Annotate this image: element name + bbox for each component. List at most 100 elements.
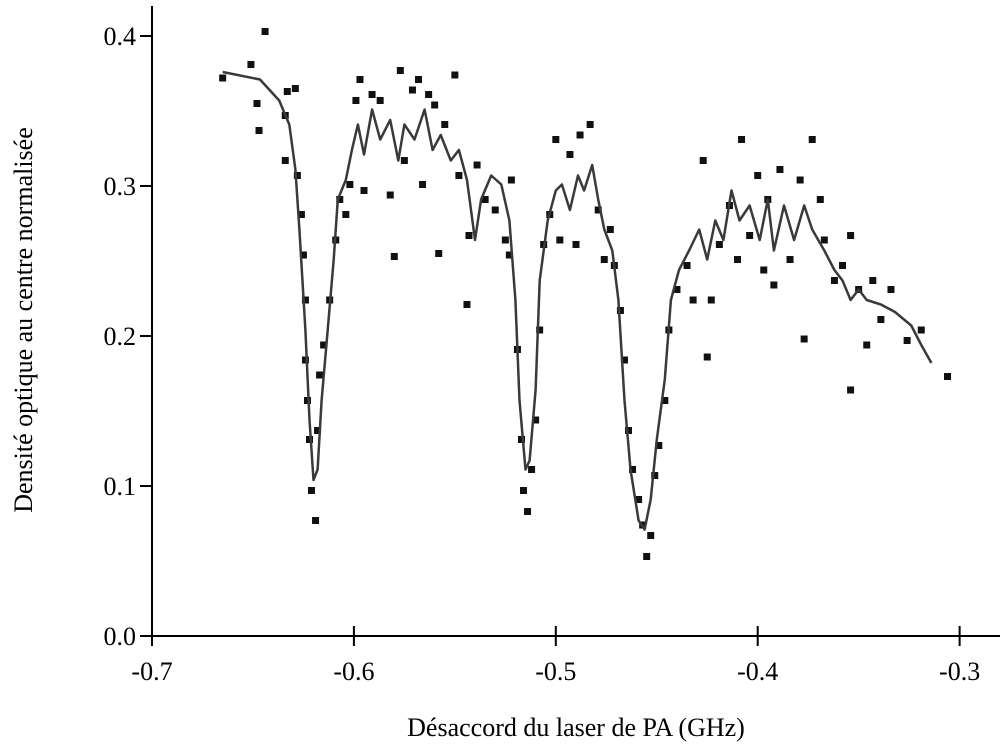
- fit-line: [222, 70, 933, 531]
- x-axis-title: Désaccord du laser de PA (GHz): [407, 713, 745, 742]
- y-tick-label: 0.2: [104, 322, 137, 351]
- data-point: [655, 442, 663, 449]
- data-point: [435, 250, 443, 257]
- x-tick-label: -0.5: [535, 657, 576, 686]
- data-point: [754, 172, 762, 179]
- data-point: [647, 532, 655, 539]
- data-point: [760, 266, 768, 274]
- data-point: [312, 517, 320, 524]
- data-point: [796, 176, 804, 184]
- x-tick-label: -0.3: [939, 657, 980, 686]
- y-axis-title: Densité optique au centre normalisée: [9, 127, 38, 513]
- data-point: [336, 196, 344, 203]
- data-point: [346, 181, 354, 188]
- data-point: [368, 91, 376, 98]
- data-point: [839, 262, 847, 269]
- data-point: [283, 88, 291, 95]
- data-point: [390, 253, 398, 260]
- data-point: [291, 85, 299, 92]
- data-point: [586, 121, 594, 128]
- data-point: [830, 277, 838, 284]
- data-point: [517, 436, 525, 443]
- data-point: [903, 337, 911, 344]
- data-point: [352, 97, 360, 104]
- data-point: [320, 341, 328, 349]
- data-point: [847, 232, 855, 239]
- data-point: [877, 316, 885, 323]
- data-point: [552, 136, 560, 143]
- data-point: [299, 251, 307, 259]
- data-point: [247, 61, 255, 68]
- data-point: [261, 28, 269, 35]
- data-point: [594, 206, 602, 214]
- data-point: [620, 356, 628, 364]
- data-point: [360, 187, 368, 194]
- data-point: [566, 151, 574, 158]
- data-point: [887, 286, 895, 293]
- data-point: [219, 74, 227, 82]
- data-point: [314, 427, 322, 434]
- data-point: [800, 335, 808, 343]
- data-point: [408, 86, 416, 94]
- data-point: [869, 277, 877, 284]
- data-point: [431, 101, 439, 109]
- x-tick-label: -0.4: [737, 657, 778, 686]
- data-point: [463, 301, 471, 308]
- data-point: [293, 172, 301, 179]
- data-point: [297, 211, 305, 218]
- data-point: [342, 211, 350, 218]
- data-point: [425, 91, 433, 98]
- data-point: [746, 232, 754, 239]
- data-point: [281, 157, 289, 164]
- data-point: [770, 281, 778, 289]
- data-point: [400, 157, 408, 164]
- data-point: [808, 136, 816, 143]
- data-point: [356, 76, 364, 83]
- data-point: [556, 236, 564, 244]
- y-tick-label: 0.1: [104, 472, 137, 501]
- data-point: [820, 236, 828, 244]
- x-tick-label: -0.6: [333, 657, 374, 686]
- data-point: [301, 356, 309, 364]
- data-point: [481, 196, 489, 203]
- data-point: [734, 256, 742, 263]
- data-point: [501, 236, 509, 244]
- data-point: [707, 296, 715, 304]
- data-point: [715, 241, 723, 248]
- data-point: [651, 472, 659, 479]
- data-point: [643, 553, 651, 560]
- data-point: [419, 181, 427, 188]
- data-point: [776, 166, 784, 173]
- data-point: [816, 196, 824, 203]
- data-point: [699, 157, 707, 164]
- data-point: [944, 373, 952, 380]
- data-point: [305, 436, 313, 443]
- data-point: [255, 127, 263, 134]
- data-point: [689, 296, 697, 304]
- data-point: [396, 67, 404, 74]
- y-tick-label: 0.0: [104, 622, 137, 651]
- data-point: [572, 241, 580, 248]
- data-point: [473, 161, 481, 169]
- data-point: [316, 371, 324, 379]
- data-point: [847, 386, 855, 394]
- data-point: [528, 466, 536, 473]
- data-point: [600, 256, 608, 263]
- data-point: [465, 232, 473, 239]
- data-point: [253, 100, 261, 107]
- data-point: [703, 353, 711, 361]
- data-point: [524, 508, 532, 515]
- data-point: [520, 487, 528, 494]
- data-point: [386, 191, 394, 199]
- data-point: [415, 76, 423, 83]
- data-point: [786, 256, 794, 263]
- data-point: [536, 326, 544, 334]
- data-point: [606, 226, 614, 233]
- data-point: [507, 176, 515, 184]
- data-point: [661, 397, 669, 404]
- y-tick-label: 0.3: [104, 172, 137, 201]
- data-point: [455, 172, 463, 179]
- data-point: [683, 262, 691, 269]
- data-point: [863, 341, 871, 349]
